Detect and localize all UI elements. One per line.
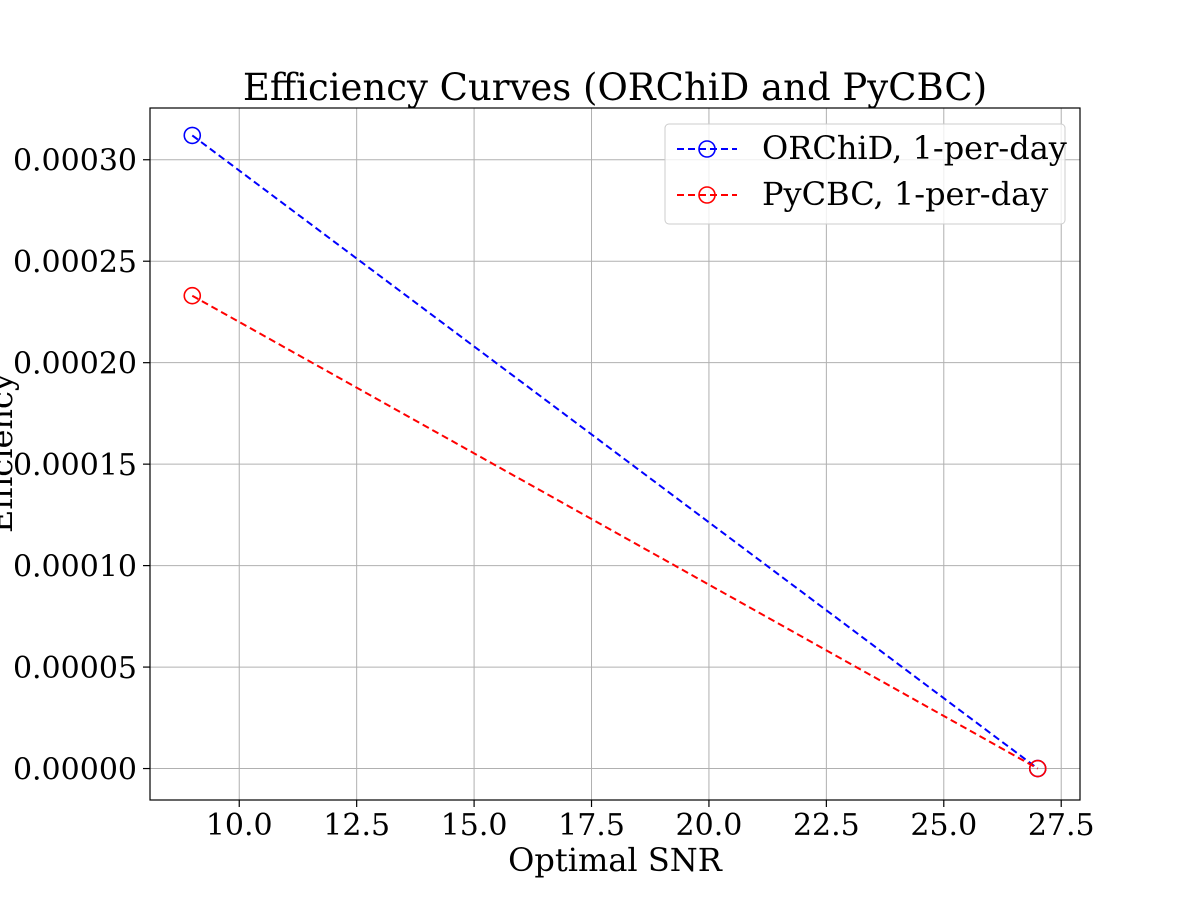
legend-box xyxy=(664,123,1066,225)
y-axis-label: Efficiency xyxy=(0,373,20,533)
y-axis-ticks: 0.00000 0.00005 0.00010 0.00015 0.00020 0.000… xyxy=(13,144,150,788)
data-point-marker xyxy=(183,126,202,145)
legend-marker-swatch xyxy=(698,186,716,204)
x-tick-label: 22.5 xyxy=(793,808,860,843)
series-line-orchid xyxy=(191,134,1039,770)
x-tick-label: 25.0 xyxy=(910,808,977,843)
y-tick-label: 0.00030 xyxy=(13,144,137,179)
plot-area-frame xyxy=(149,107,1081,801)
x-tick-label: 27.5 xyxy=(1028,808,1095,843)
series-layer xyxy=(183,126,1047,778)
x-tick-label: 15.0 xyxy=(441,808,508,843)
data-point-marker xyxy=(1028,759,1047,778)
legend-marker-swatch xyxy=(698,140,716,158)
y-tick-label: 0.00000 xyxy=(13,753,137,788)
x-tick-label: 12.5 xyxy=(323,808,390,843)
data-point-marker xyxy=(183,286,202,305)
y-tick-label: 0.00015 xyxy=(13,448,137,483)
legend-label: PyCBC, 1-per-day xyxy=(762,175,1048,213)
chart-title: Efficiency Curves (ORChiD and PyCBC) xyxy=(243,66,987,109)
x-tick-label: 20.0 xyxy=(676,808,743,843)
y-tick-label: 0.00005 xyxy=(13,651,137,686)
x-axis-ticks: 10.0 12.5 15.0 17.5 20.0 22.5 25.0 27.5 xyxy=(206,800,1095,843)
y-tick-label: 0.00010 xyxy=(13,550,137,585)
y-tick-label: 0.00025 xyxy=(13,245,137,280)
legend: ORChiD, 1-per-day PyCBC, 1-per-day xyxy=(664,123,1067,225)
x-axis-label: Optimal SNR xyxy=(508,841,723,879)
series-line-pycbc xyxy=(191,294,1039,770)
x-tick-label: 17.5 xyxy=(558,808,625,843)
legend-label: ORChiD, 1-per-day xyxy=(762,129,1067,167)
y-tick-label: 0.00020 xyxy=(13,347,137,382)
x-tick-label: 10.0 xyxy=(206,808,273,843)
